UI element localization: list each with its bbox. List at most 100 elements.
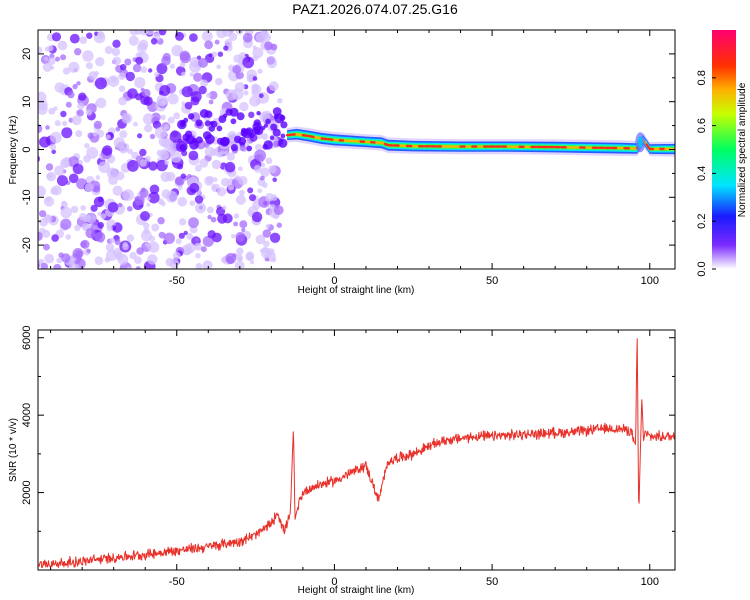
noise-speckle xyxy=(38,231,43,241)
spectrogram-ticks: -50 0 50 100 -20 -10 0 10 20 xyxy=(21,29,675,287)
noise-speckle xyxy=(78,92,87,101)
noise-speckle xyxy=(86,32,93,39)
noise-speckle xyxy=(217,51,224,57)
noise-speckle xyxy=(135,266,141,269)
noise-speckle xyxy=(236,247,244,255)
noise-speckle xyxy=(38,91,47,103)
noise-speckle xyxy=(249,194,256,202)
noise-speckle xyxy=(38,124,43,134)
noise-speckle xyxy=(232,65,242,74)
colorbar: 0.0 0.2 0.4 0.6 0.8 Normalized spectral ampl… xyxy=(696,30,748,277)
noise-speckle xyxy=(97,211,102,216)
noise-speckle xyxy=(76,109,84,117)
noise-speckle xyxy=(235,231,246,242)
noise-speckle xyxy=(261,182,268,189)
noise-cluster-speckle xyxy=(179,144,187,152)
ridge-core-segment xyxy=(320,137,328,141)
noise-speckle xyxy=(232,253,237,258)
noise-speckle xyxy=(80,205,86,211)
spectrogram-x-tick-label: -50 xyxy=(169,275,185,287)
noise-speckle xyxy=(254,149,267,162)
noise-cluster-speckle xyxy=(241,127,247,134)
noise-speckle xyxy=(143,96,153,106)
noise-cluster-speckle xyxy=(270,123,278,131)
noise-speckle xyxy=(43,243,50,251)
noise-speckle xyxy=(227,184,235,191)
noise-speckle xyxy=(129,251,137,260)
noise-speckle xyxy=(82,50,94,62)
figure-title: PAZ1.2026.074.07.25.G16 xyxy=(292,1,458,17)
noise-speckle xyxy=(133,121,138,127)
noise-speckle xyxy=(255,234,266,245)
noise-speckle xyxy=(263,240,270,248)
noise-speckle xyxy=(189,182,200,193)
noise-speckle xyxy=(258,93,264,99)
noise-speckle xyxy=(45,163,54,171)
noise-speckle xyxy=(57,40,68,51)
noise-speckle xyxy=(51,32,62,42)
noise-speckle xyxy=(239,101,249,112)
noise-speckle xyxy=(172,251,181,260)
noise-cluster-speckle xyxy=(280,133,286,139)
noise-speckle xyxy=(65,101,72,108)
noise-speckle xyxy=(160,99,167,105)
noise-speckle xyxy=(85,228,96,239)
noise-speckle xyxy=(159,150,170,161)
noise-speckle-region xyxy=(38,30,288,269)
noise-speckle xyxy=(115,171,125,181)
noise-speckle xyxy=(245,251,255,260)
snr-frame xyxy=(37,329,676,571)
noise-speckle xyxy=(117,202,123,208)
noise-speckle xyxy=(68,173,79,184)
noise-speckle xyxy=(100,213,107,220)
colorbar-label: Normalized spectral amplitude xyxy=(737,82,748,217)
noise-speckle xyxy=(139,159,147,167)
noise-speckle xyxy=(56,257,63,264)
noise-speckle xyxy=(260,30,267,34)
noise-speckle xyxy=(179,218,187,226)
noise-speckle xyxy=(126,160,139,172)
noise-speckle xyxy=(144,124,153,133)
ridge-core-segment xyxy=(301,133,309,138)
noise-speckle xyxy=(163,232,175,244)
noise-speckle xyxy=(216,187,227,197)
noise-speckle xyxy=(270,43,278,51)
noise-speckle xyxy=(208,53,213,58)
noise-speckle xyxy=(58,252,64,258)
snr-x-tick-label: 100 xyxy=(641,576,659,588)
noise-speckle xyxy=(137,133,143,139)
noise-speckle xyxy=(225,89,237,101)
noise-speckle xyxy=(252,45,257,50)
snr-x-tick-label: 50 xyxy=(486,576,498,588)
noise-speckle xyxy=(235,194,246,205)
snr-y-axis-label: SNR (10 * v/v) xyxy=(8,418,19,482)
noise-speckle xyxy=(72,83,78,90)
noise-speckle xyxy=(38,145,41,150)
noise-speckle xyxy=(269,232,281,243)
noise-speckle xyxy=(167,116,175,124)
noise-speckle xyxy=(194,237,199,242)
noise-speckle xyxy=(60,158,70,169)
noise-speckle xyxy=(186,233,194,240)
noise-speckle xyxy=(144,242,150,248)
noise-speckle xyxy=(97,31,105,39)
spectrogram-x-axis-label: Height of straight line (km) xyxy=(298,285,415,296)
noise-speckle xyxy=(128,35,139,46)
noise-speckle xyxy=(261,247,272,259)
noise-cluster-speckle xyxy=(236,112,245,121)
snr-y-tick-label: 6000 xyxy=(21,325,33,349)
noise-speckle xyxy=(257,188,263,194)
noise-speckle xyxy=(227,30,234,35)
noise-speckle xyxy=(55,56,60,62)
colorbar-tick-label: 0.6 xyxy=(696,118,708,133)
noise-speckle xyxy=(183,230,188,236)
noise-speckle xyxy=(104,46,113,55)
noise-speckle xyxy=(51,234,59,242)
noise-speckle xyxy=(208,99,214,105)
noise-speckle xyxy=(181,86,193,98)
noise-speckle xyxy=(38,185,46,197)
noise-speckle xyxy=(175,238,182,245)
noise-speckle xyxy=(158,30,167,36)
noise-speckle xyxy=(76,81,81,86)
noise-speckle xyxy=(122,189,134,201)
